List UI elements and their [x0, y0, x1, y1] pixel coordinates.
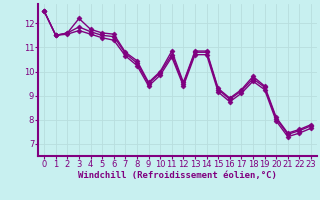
- X-axis label: Windchill (Refroidissement éolien,°C): Windchill (Refroidissement éolien,°C): [78, 171, 277, 180]
